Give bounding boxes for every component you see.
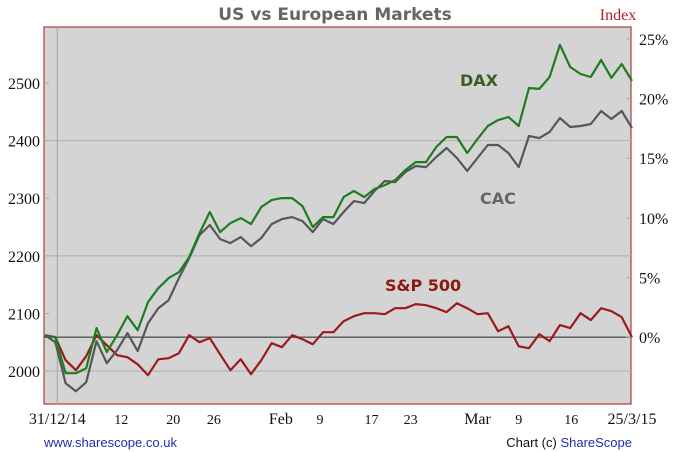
right-axis: 0% 5% 10% 15% 20% 25% <box>626 32 668 347</box>
right-tick-label: 25% <box>639 32 668 49</box>
x-tick-label: 26 <box>207 413 221 428</box>
series-line-sp500 <box>44 302 633 377</box>
right-tick-label: 5% <box>639 271 660 288</box>
x-tick-label: 16 <box>564 413 578 428</box>
series-line-dax <box>44 43 633 375</box>
series-line-cac <box>44 109 633 393</box>
right-tick-label: 15% <box>639 151 668 168</box>
chart-credit: Chart (c) ShareScope <box>506 435 632 450</box>
x-tick-label: Mar <box>464 411 491 428</box>
left-tick-label: 2200 <box>8 249 40 266</box>
x-tick-label: 9 <box>515 413 522 428</box>
right-tick-label: 0% <box>639 330 660 347</box>
left-tick-label: 2500 <box>8 76 40 93</box>
left-tick-label: 2100 <box>8 306 40 323</box>
x-tick-label: 23 <box>404 413 418 428</box>
right-tick-label: 20% <box>639 92 668 109</box>
left-axis: 2000 2100 2200 2300 2400 2500 <box>8 76 49 381</box>
series-lines <box>44 43 633 393</box>
credit-prefix: Chart (c) <box>506 435 560 450</box>
x-tick-label: 17 <box>364 413 378 428</box>
left-axis-label: Index <box>600 7 636 24</box>
x-tick-label: 9 <box>316 413 323 428</box>
left-tick-label: 2000 <box>8 364 40 381</box>
series-label-cac: CAC <box>480 189 516 208</box>
right-tick-label: 10% <box>639 211 668 228</box>
x-tick-label: 25/3/15 <box>608 411 657 428</box>
left-tick-label: 2300 <box>8 191 40 208</box>
chart-title: US vs European Markets <box>218 5 451 25</box>
x-tick-label: 12 <box>114 413 128 428</box>
left-tick-label: 2400 <box>8 134 40 151</box>
x-tick-label: Feb <box>269 411 293 428</box>
series-label-sp500: S&P 500 <box>385 276 461 295</box>
x-axis: 31/12/14 12 20 26 Feb 9 17 23 Mar 9 16 25/3/15 <box>29 411 657 428</box>
website-link[interactable]: www.sharescope.co.uk <box>43 435 177 450</box>
credit-brand: ShareScope <box>560 435 632 450</box>
series-label-dax: DAX <box>460 71 499 90</box>
x-tick-label: 20 <box>166 413 180 428</box>
x-tick-label: 31/12/14 <box>29 411 86 428</box>
